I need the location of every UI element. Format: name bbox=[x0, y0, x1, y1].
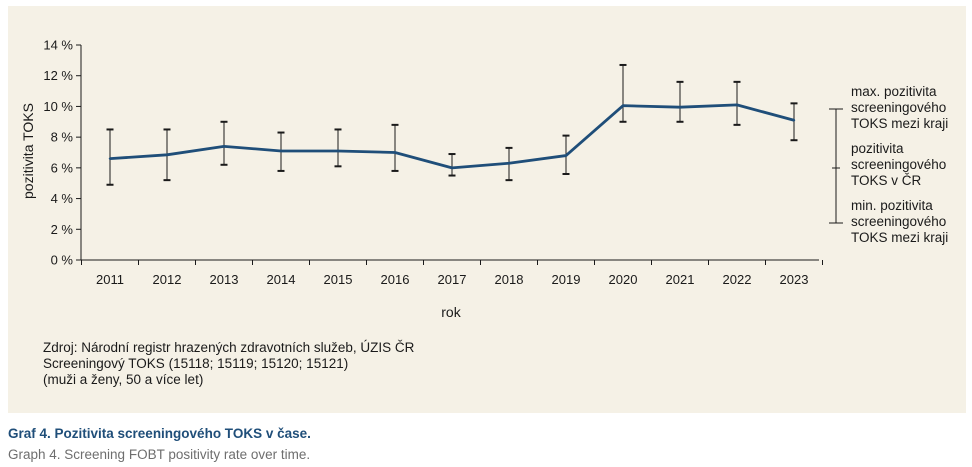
caption-english: Graph 4. Screening FOBT positivity rate … bbox=[8, 447, 311, 462]
x-tick-label: 2021 bbox=[666, 272, 695, 287]
data-point bbox=[165, 153, 169, 157]
y-tick-label: 10 % bbox=[43, 99, 73, 114]
y-tick-label: 2 % bbox=[51, 222, 74, 237]
x-tick-label: 2015 bbox=[324, 272, 353, 287]
x-tick-label: 2020 bbox=[609, 272, 638, 287]
x-tick-label: 2018 bbox=[495, 272, 524, 287]
data-point bbox=[222, 145, 226, 148]
positivity-chart: 0 % 2 % 4 % 6 % 8 % 10 % 12 % 14 % 2011 2012 2013… bbox=[20, 38, 950, 321]
data-point bbox=[108, 157, 112, 160]
source-note: Zdroj: Národní registr hrazených zdravot… bbox=[43, 340, 414, 388]
legend-max-label: max. pozitivita screeningového TOKS mezi… bbox=[851, 84, 950, 131]
x-tick-label: 2013 bbox=[210, 272, 239, 287]
x-tick-label: 2014 bbox=[267, 272, 296, 287]
x-tick-label: 2017 bbox=[438, 272, 467, 287]
caption-czech: Graf 4. Pozitivita screeningového TOKS v… bbox=[8, 426, 311, 441]
x-tick-label: 2016 bbox=[381, 272, 410, 287]
legend-mid-label: pozitivita screeningového TOKS v ČR bbox=[851, 141, 950, 188]
x-tick-label: 2012 bbox=[153, 272, 182, 287]
series-positivity bbox=[108, 103, 796, 170]
x-axis: 2011 2012 2013 2014 2015 2016 2017 2018 2019 2020… bbox=[81, 259, 823, 287]
x-tick-label: 2011 bbox=[96, 272, 124, 287]
y-tick-label: 12 % bbox=[43, 68, 73, 83]
y-tick-label: 4 % bbox=[51, 191, 74, 206]
figure-panel: 0 % 2 % 4 % 6 % 8 % 10 % 12 % 14 % 2011 2012 2013… bbox=[8, 6, 966, 413]
source-line: Screeningový TOKS (15118; 15119; 15120; … bbox=[43, 356, 349, 371]
y-tick-label: 8 % bbox=[51, 130, 74, 145]
data-point bbox=[621, 104, 625, 107]
x-axis-title: rok bbox=[441, 304, 461, 320]
data-point bbox=[507, 162, 511, 165]
legend: max. pozitivita screeningového TOKS mezi… bbox=[829, 84, 950, 245]
legend-min-label: min. pozitivita screeningového TOKS mezi… bbox=[851, 198, 950, 245]
data-point bbox=[450, 166, 454, 170]
source-line: (muži a ženy, 50 a více let) bbox=[43, 372, 204, 387]
x-tick-label: 2023 bbox=[780, 272, 809, 287]
y-axis: 0 % 2 % 4 % 6 % 8 % 10 % 12 % 14 % bbox=[43, 38, 82, 268]
source-line: Zdroj: Národní registr hrazených zdravot… bbox=[43, 340, 415, 355]
data-point bbox=[279, 149, 283, 153]
data-point bbox=[336, 149, 340, 153]
data-point bbox=[678, 105, 682, 109]
y-tick-label: 0 % bbox=[51, 253, 74, 268]
y-tick-label: 6 % bbox=[51, 160, 74, 175]
x-tick-label: 2019 bbox=[552, 272, 581, 287]
data-point bbox=[564, 154, 568, 157]
data-point bbox=[393, 151, 397, 154]
y-tick-label: 14 % bbox=[43, 38, 73, 53]
data-point bbox=[792, 119, 796, 122]
data-point bbox=[735, 103, 739, 107]
x-tick-label: 2022 bbox=[723, 272, 752, 287]
y-axis-title: pozitivita TOKS bbox=[20, 103, 36, 199]
